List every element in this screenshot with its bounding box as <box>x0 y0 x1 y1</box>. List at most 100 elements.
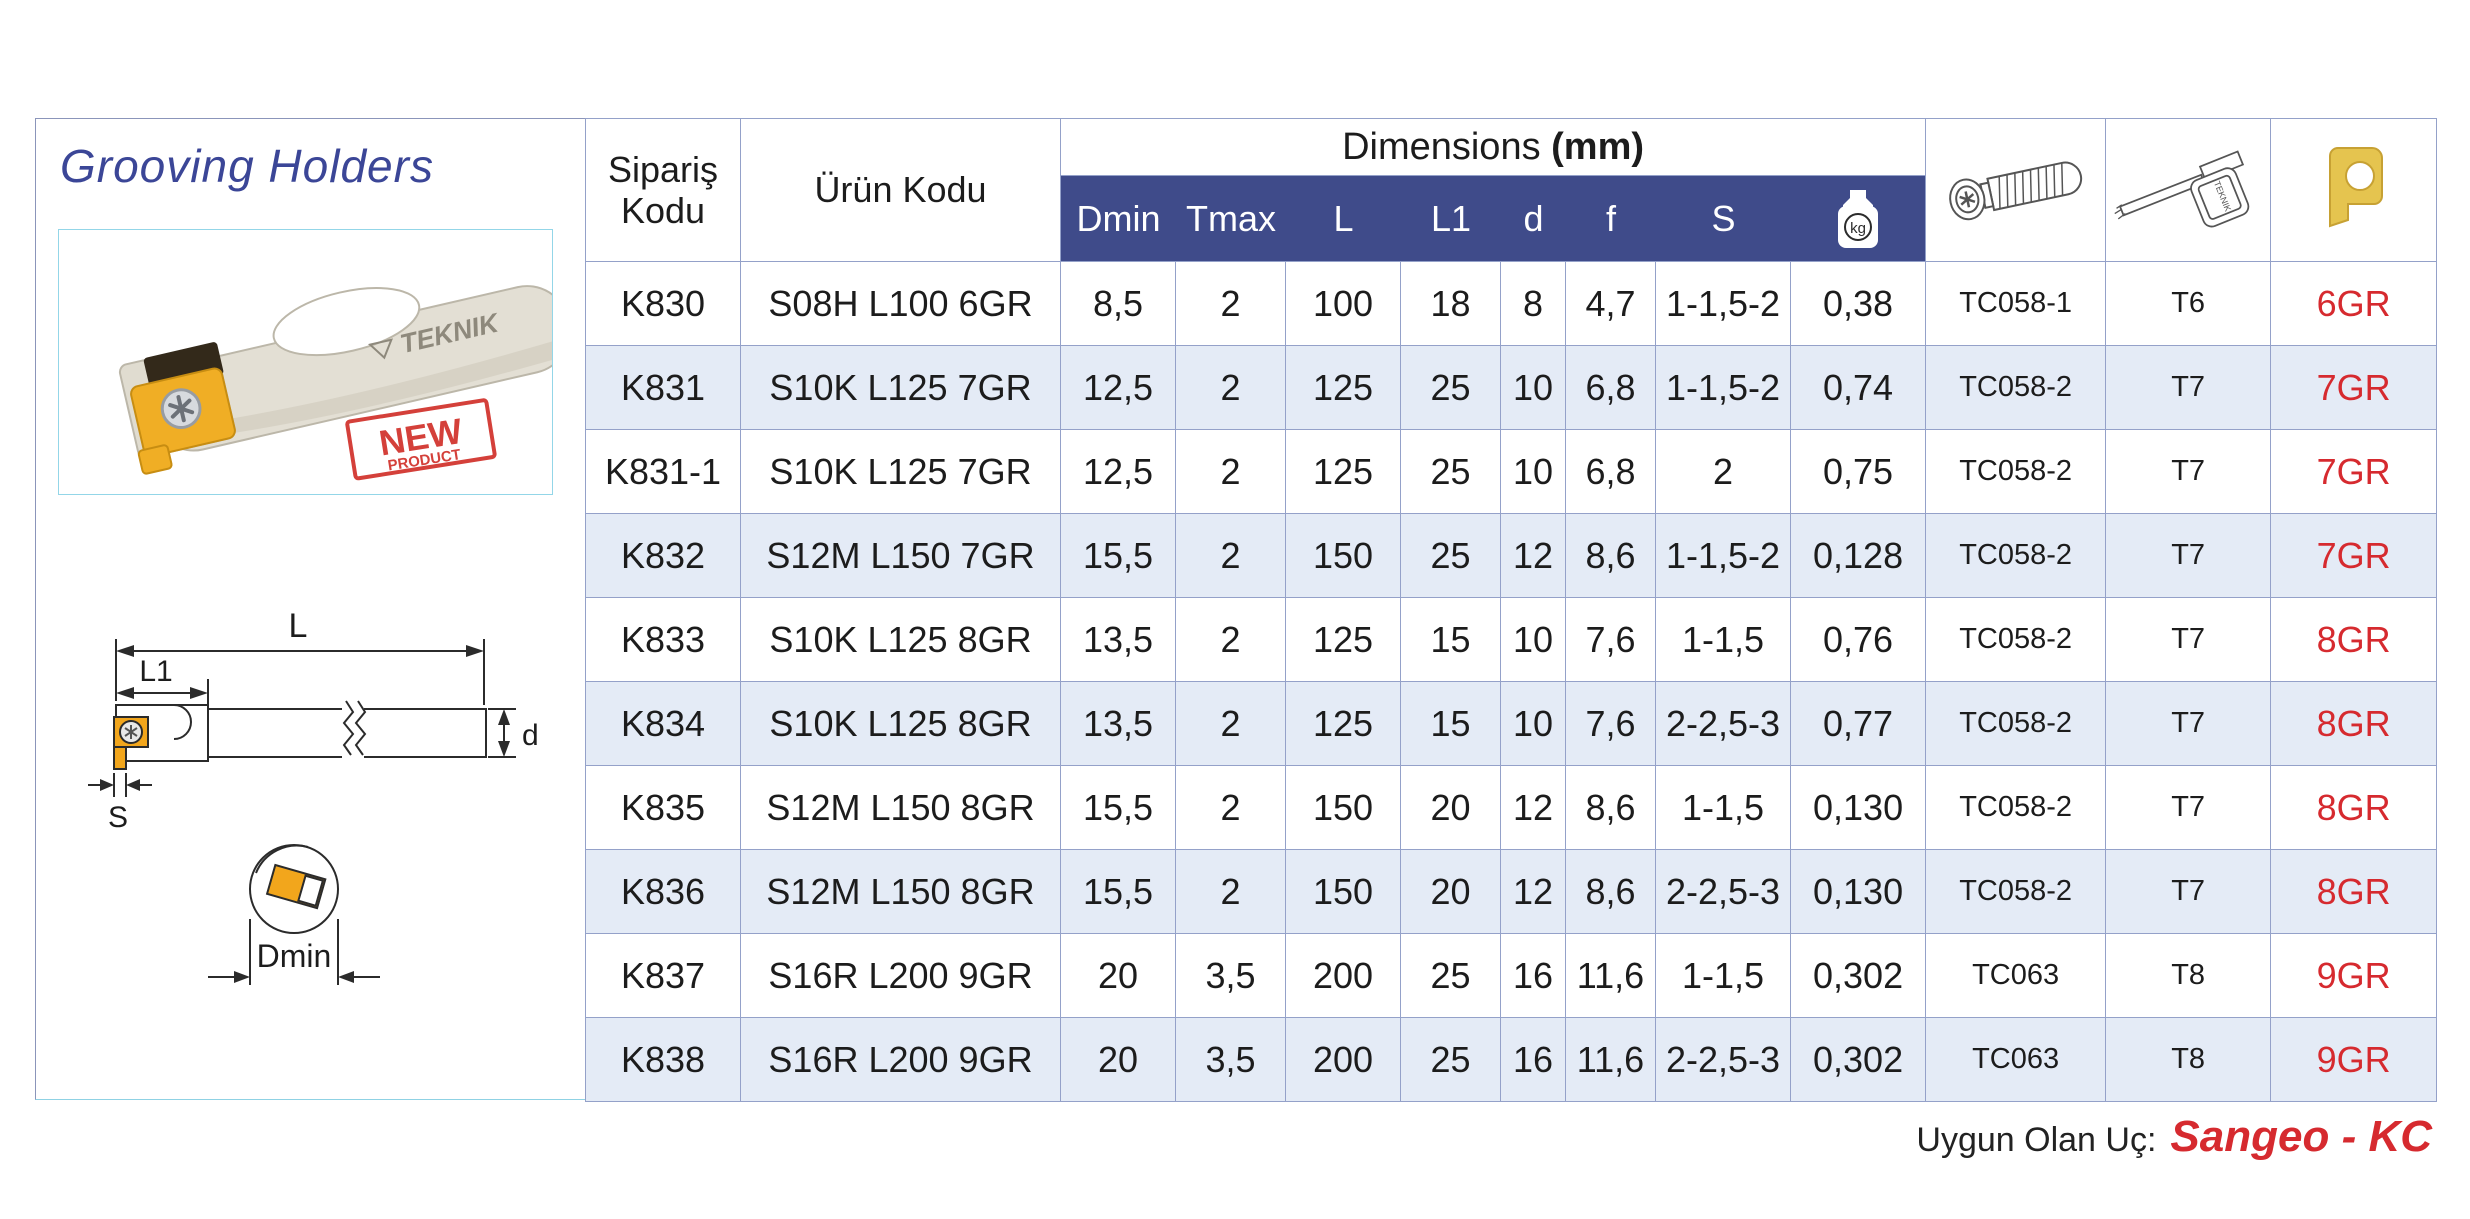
insert-code-cell: 8GR <box>2270 765 2438 850</box>
table-body: K830 S08H L100 6GR 8,5 2 100 18 8 4,7 1-1,5-2 0,3… <box>585 261 2438 1102</box>
torx-size-cell: T8 <box>2105 1017 2272 1102</box>
header-l: L <box>1333 197 1354 239</box>
torx-size-cell: T7 <box>2105 345 2272 430</box>
screw-code-cell: TC063 <box>1925 1017 2107 1102</box>
l-cell: 200 <box>1285 1017 1401 1102</box>
insert-code-cell: 9GR <box>2270 933 2438 1018</box>
torx-size-cell: T7 <box>2105 429 2272 514</box>
weight-cell: 0,302 <box>1789 1017 1927 1102</box>
header-f: f <box>1605 197 1616 239</box>
order-code-cell: K832 <box>585 513 741 598</box>
header-screw-image <box>1925 118 2107 262</box>
kg-label: kg <box>1850 220 1866 237</box>
order-code-cell: K831-1 <box>585 429 741 514</box>
f-cell: 11,6 <box>1565 1017 1656 1102</box>
technical-drawing: L L1 d <box>56 589 556 1019</box>
torx-size-cell: T8 <box>2105 933 2272 1018</box>
dim-label-d: d <box>522 719 539 752</box>
product-code-cell: S12M L150 7GR <box>740 513 1061 598</box>
dmin-cell: 20 <box>1060 1017 1176 1102</box>
dmin-cell: 13,5 <box>1060 681 1176 766</box>
screw-code-cell: TC058-2 <box>1925 849 2107 934</box>
f-cell: 7,6 <box>1565 681 1656 766</box>
l1-cell: 25 <box>1400 1017 1501 1102</box>
dim-label-dmin: Dmin <box>257 938 332 974</box>
header-order-code: Sipariş Kodu <box>585 118 741 262</box>
product-code-cell: S16R L200 9GR <box>740 1017 1061 1102</box>
dmin-cell: 15,5 <box>1060 765 1176 850</box>
torque-wrench-image: TEKNIK <box>2114 149 2250 227</box>
screw-code-cell: TC058-2 <box>1925 429 2107 514</box>
l1-cell: 15 <box>1400 681 1501 766</box>
footer-insert-brand: Sangeo - KC <box>2170 1112 2432 1161</box>
page-title: Grooving Holders <box>60 140 434 192</box>
dmin-cell: 13,5 <box>1060 597 1176 682</box>
footer-note: Uygun Olan Uç: Sangeo - KC <box>1916 1112 2432 1162</box>
screw-code-cell: TC058-1 <box>1925 261 2107 346</box>
insert-code-cell: 6GR <box>2270 261 2438 346</box>
s-cell: 1-1,5 <box>1655 933 1791 1018</box>
s-cell: 2-2,5-3 <box>1655 849 1791 934</box>
table-row: K838 S16R L200 9GR 20 3,5 200 25 16 11,6 2-2,5-3… <box>585 1017 2438 1102</box>
d-cell: 8 <box>1500 261 1566 346</box>
product-code-cell: S16R L200 9GR <box>740 933 1061 1018</box>
kg-weight-icon: kg <box>1837 189 1878 248</box>
dmin-cell: 12,5 <box>1060 429 1176 514</box>
torx-size-cell: T7 <box>2105 849 2272 934</box>
weight-cell: 0,77 <box>1789 681 1927 766</box>
product-photo: TEKNIK NEW PRODUCT <box>58 229 553 495</box>
l1-cell: 25 <box>1400 933 1501 1018</box>
l1-cell: 20 <box>1400 765 1501 850</box>
product-code-cell: S10K L125 7GR <box>740 429 1061 514</box>
table-row: K832 S12M L150 7GR 15,5 2 150 25 12 8,6 1-1,5-2 0… <box>585 513 2438 598</box>
header-insert-image <box>2270 118 2438 262</box>
tmax-cell: 2 <box>1175 765 1286 850</box>
tmax-cell: 2 <box>1175 849 1286 934</box>
d-cell: 10 <box>1500 597 1566 682</box>
dmin-cell: 15,5 <box>1060 849 1176 934</box>
insert-code-cell: 7GR <box>2270 345 2438 430</box>
torx-size-cell: T7 <box>2105 513 2272 598</box>
order-code-cell: K831 <box>585 345 741 430</box>
f-cell: 8,6 <box>1565 513 1656 598</box>
table-row: K835 S12M L150 8GR 15,5 2 150 20 12 8,6 1-1,5 0,1… <box>585 765 2438 850</box>
table-row: K831-1 S10K L125 7GR 12,5 2 125 25 10 6,8 2 0,75 T… <box>585 429 2438 514</box>
tmax-cell: 3,5 <box>1175 933 1286 1018</box>
header-product-code: Ürün Kodu <box>740 118 1061 262</box>
tmax-cell: 3,5 <box>1175 1017 1286 1102</box>
tmax-cell: 2 <box>1175 345 1286 430</box>
d-cell: 12 <box>1500 513 1566 598</box>
d-cell: 16 <box>1500 1017 1566 1102</box>
l-cell: 200 <box>1285 933 1401 1018</box>
s-cell: 2-2,5-3 <box>1655 1017 1791 1102</box>
order-code-cell: K836 <box>585 849 741 934</box>
s-cell: 1-1,5 <box>1655 597 1791 682</box>
torx-size-cell: T7 <box>2105 765 2272 850</box>
tool-photo-illustration: TEKNIK NEW PRODUCT <box>118 285 552 481</box>
weight-cell: 0,76 <box>1789 597 1927 682</box>
grooving-insert-image <box>2328 146 2383 227</box>
table-row: K833 S10K L125 8GR 13,5 2 125 15 10 7,6 1-1,5 0,7… <box>585 597 2438 682</box>
screw-code-cell: TC058-2 <box>1925 513 2107 598</box>
tmax-cell: 2 <box>1175 261 1286 346</box>
insert-code-cell: 8GR <box>2270 849 2438 934</box>
tmax-cell: 2 <box>1175 513 1286 598</box>
clamping-screw-image <box>1948 161 2082 220</box>
s-cell: 1-1,5 <box>1655 765 1791 850</box>
torx-size-cell: T7 <box>2105 681 2272 766</box>
l1-cell: 25 <box>1400 345 1501 430</box>
dimensions-unit: (mm) <box>1551 125 1645 168</box>
order-code-cell: K835 <box>585 765 741 850</box>
d-cell: 10 <box>1500 345 1566 430</box>
insert-code-cell: 9GR <box>2270 1017 2438 1102</box>
l-cell: 125 <box>1285 429 1401 514</box>
order-code-cell: K830 <box>585 261 741 346</box>
f-cell: 11,6 <box>1565 933 1656 1018</box>
dim-label-l: L <box>289 607 308 645</box>
order-code-cell: K838 <box>585 1017 741 1102</box>
insert-code-cell: 8GR <box>2270 681 2438 766</box>
product-code-cell: S10K L125 8GR <box>740 597 1061 682</box>
weight-cell: 0,128 <box>1789 513 1927 598</box>
d-cell: 16 <box>1500 933 1566 1018</box>
order-code-cell: K834 <box>585 681 741 766</box>
